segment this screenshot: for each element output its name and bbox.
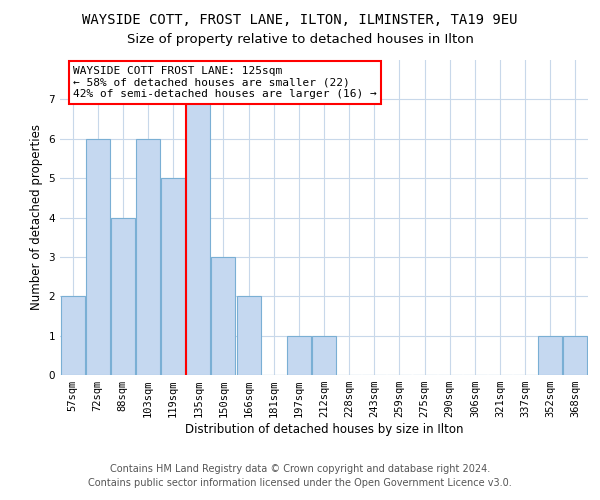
Bar [61, 296, 85, 375]
Text: WAYSIDE COTT, FROST LANE, ILTON, ILMINSTER, TA19 9EU: WAYSIDE COTT, FROST LANE, ILTON, ILMINST… [82, 12, 518, 26]
Bar [161, 178, 185, 375]
Text: WAYSIDE COTT FROST LANE: 125sqm
← 58% of detached houses are smaller (22)
42% of: WAYSIDE COTT FROST LANE: 125sqm ← 58% of… [73, 66, 377, 99]
Bar [111, 218, 135, 375]
Text: Size of property relative to detached houses in Ilton: Size of property relative to detached ho… [127, 32, 473, 46]
Bar [563, 336, 587, 375]
X-axis label: Distribution of detached houses by size in Ilton: Distribution of detached houses by size … [185, 423, 463, 436]
Y-axis label: Number of detached properties: Number of detached properties [30, 124, 43, 310]
Bar [236, 296, 260, 375]
Bar [86, 138, 110, 375]
Bar [211, 257, 235, 375]
Text: Contains HM Land Registry data © Crown copyright and database right 2024.
Contai: Contains HM Land Registry data © Crown c… [88, 464, 512, 487]
Bar [312, 336, 336, 375]
Bar [187, 100, 210, 375]
Bar [136, 138, 160, 375]
Bar [538, 336, 562, 375]
Bar [287, 336, 311, 375]
